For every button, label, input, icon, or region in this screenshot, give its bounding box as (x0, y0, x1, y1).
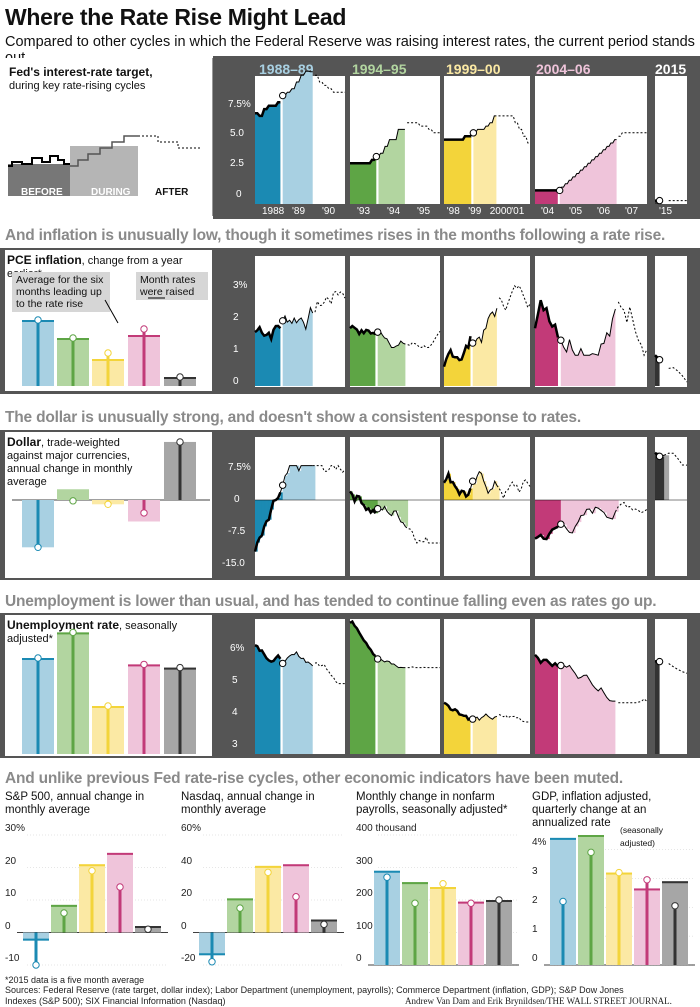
indicator-bar-edge (107, 853, 133, 855)
indicator-marker (384, 874, 390, 880)
indicator-marker (496, 897, 502, 903)
indicator-marker (440, 881, 446, 887)
indicator-marker (560, 898, 566, 904)
indicator-bar-edge (255, 866, 281, 868)
indicator-marker (145, 926, 151, 932)
indicator-marker (237, 905, 243, 911)
indicator-marker (89, 868, 95, 874)
indicator-bar-edge (578, 835, 604, 837)
credit: Andrew Van Dam and Erik Brynildsen/THE W… (405, 996, 672, 1007)
indicator-bar-edge (550, 838, 576, 840)
indicator-bar-edge (402, 882, 428, 884)
indicator-marker (616, 869, 622, 875)
indicator-marker (33, 962, 39, 968)
indicator-marker (117, 884, 123, 890)
indicator-bar-edge (227, 898, 253, 900)
indicator-bar-edge (662, 881, 688, 883)
indicator-marker (468, 900, 474, 906)
indicator-marker (209, 959, 215, 965)
indicator-marker (293, 894, 299, 900)
indicator-marker (61, 910, 67, 916)
indicator-bar-edge (79, 864, 105, 866)
indicator-bar-edge (283, 864, 309, 866)
indicator-bar-edge (51, 905, 77, 907)
indicator-marker (644, 877, 650, 883)
indicator-marker (265, 869, 271, 875)
indicator-bar-edge (374, 871, 400, 873)
indicator-marker (672, 903, 678, 909)
indicator-marker (588, 849, 594, 855)
indicator-marker (412, 900, 418, 906)
indicator-marker (321, 921, 327, 927)
